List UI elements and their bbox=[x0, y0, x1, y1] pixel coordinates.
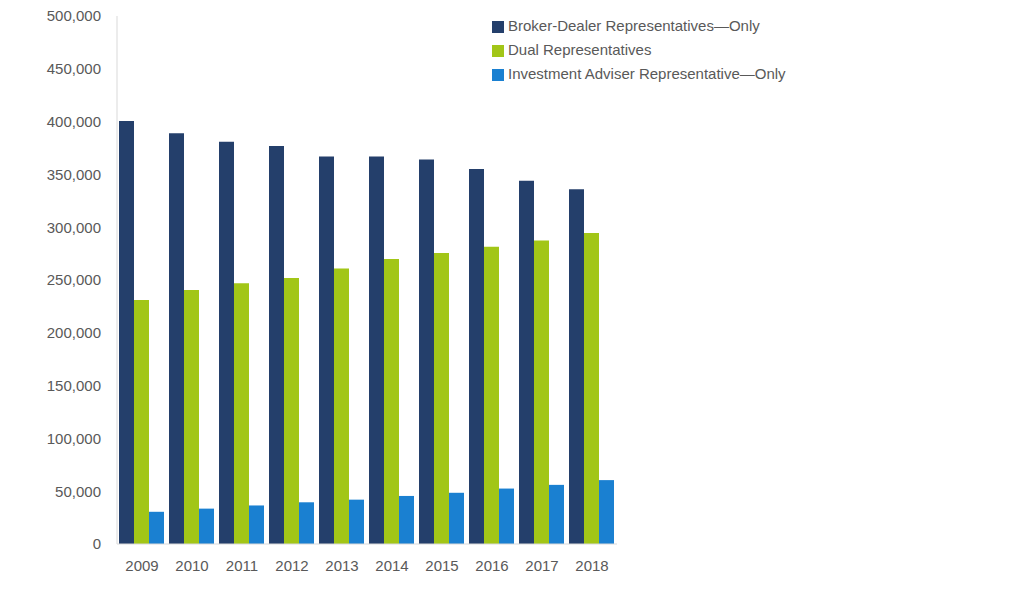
svg-text:50,000: 50,000 bbox=[55, 483, 101, 500]
svg-text:150,000: 150,000 bbox=[47, 377, 101, 394]
svg-text:2017: 2017 bbox=[525, 557, 558, 574]
svg-text:2012: 2012 bbox=[275, 557, 308, 574]
svg-text:400,000: 400,000 bbox=[47, 113, 101, 130]
svg-text:2013: 2013 bbox=[325, 557, 358, 574]
svg-text:450,000: 450,000 bbox=[47, 60, 101, 77]
svg-text:2011: 2011 bbox=[226, 557, 258, 574]
svg-text:500,000: 500,000 bbox=[47, 7, 101, 24]
svg-text:350,000: 350,000 bbox=[47, 166, 101, 183]
svg-text:2014: 2014 bbox=[375, 557, 408, 574]
svg-text:2010: 2010 bbox=[175, 557, 208, 574]
svg-text:2009: 2009 bbox=[125, 557, 158, 574]
html-text:Investment Adviser Representat: Investment Adviser Representative—Only bbox=[508, 65, 786, 82]
html-text:Broker-Dealer Representatives—: Broker-Dealer Representatives—Only bbox=[508, 17, 760, 34]
html-text:Dual Representatives: Dual Representatives bbox=[508, 41, 652, 58]
svg-text:200,000: 200,000 bbox=[47, 324, 101, 341]
svg-text:100,000: 100,000 bbox=[47, 430, 101, 447]
svg-text:300,000: 300,000 bbox=[47, 219, 101, 236]
svg-text:250,000: 250,000 bbox=[47, 271, 101, 288]
svg-text:2016: 2016 bbox=[475, 557, 508, 574]
svg-text:2018: 2018 bbox=[575, 557, 608, 574]
svg-text:2015: 2015 bbox=[425, 557, 458, 574]
svg-text:0: 0 bbox=[93, 535, 101, 552]
